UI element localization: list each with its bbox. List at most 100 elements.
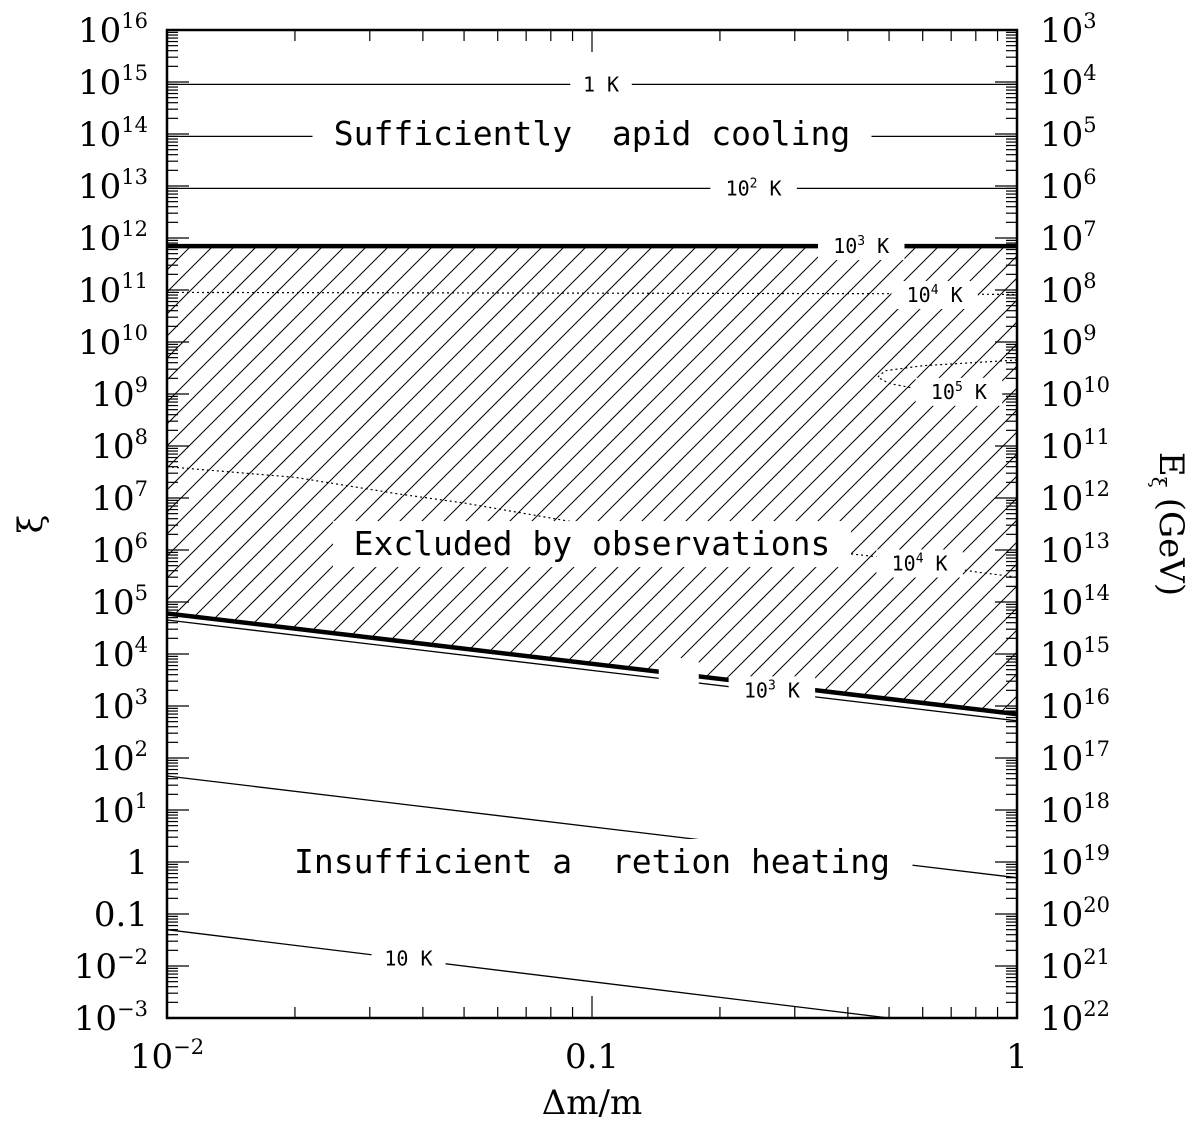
contour-label-6: 105 K	[931, 380, 987, 404]
y-tick-label: 1015	[78, 61, 148, 103]
y2-tick-label-exponent: 16	[1083, 685, 1110, 709]
contour-label-base: 10	[726, 176, 750, 200]
contour-label-unit: K	[776, 678, 800, 702]
contour-label-background-6	[915, 377, 1003, 406]
y-tick-label-exponent: 1	[135, 789, 148, 813]
y2-tick-label: 1017	[1040, 737, 1110, 779]
y-tick-label-base: 10	[91, 687, 134, 727]
x-tick-label: 1	[1006, 1037, 1028, 1077]
y-tick-label-base: 10	[78, 63, 121, 103]
contour-label-background-4	[817, 232, 905, 261]
y-tick-label-exponent: −3	[117, 997, 148, 1021]
y-tick-label-exponent: 15	[121, 61, 148, 85]
contour-line-8	[167, 611, 1017, 717]
hatch-line	[430, 246, 1017, 715]
y2-tick-label: 1016	[1040, 685, 1110, 727]
y2-tick-label: 106	[1040, 165, 1097, 207]
region-label-2: Excluded by observations	[354, 524, 831, 563]
x-tick-label-base: 1	[1006, 1037, 1028, 1077]
contour-label-unit: K	[758, 176, 782, 200]
y2-tick-label-base: 10	[1040, 635, 1083, 675]
contour-label-base: 10	[907, 283, 931, 307]
y-tick-label: 104	[91, 633, 148, 675]
y2-tick-label-base: 10	[1040, 479, 1083, 519]
contour-label-unit: K	[939, 283, 963, 307]
y-tick-label-exponent: 6	[135, 529, 148, 553]
hatch-line	[408, 246, 1017, 715]
contour-label-background-1	[570, 70, 632, 99]
hatch-line	[167, 246, 716, 715]
y2-tick-label-base: 10	[1040, 219, 1083, 259]
tick-labels: 1016101510141013101210111010109108107106…	[74, 9, 1110, 1077]
y2-tick-label-exponent: 20	[1083, 893, 1110, 917]
y2-tick-label: 1010	[1040, 373, 1110, 415]
y2-tick-label-exponent: 8	[1083, 269, 1096, 293]
x-axis-title: Δm/m	[542, 1083, 643, 1123]
x-tick-label: 10−2	[130, 1035, 204, 1077]
y2-tick-label: 1022	[1040, 997, 1110, 1039]
y2-tick-label-exponent: 13	[1083, 529, 1110, 553]
contour-label-unit: K	[924, 552, 948, 576]
y2-tick-label: 1015	[1040, 633, 1110, 675]
y2-axis-title-unit: (GeV)	[1151, 498, 1187, 596]
hatch-line	[167, 246, 738, 715]
contour-label-exponent: 4	[916, 552, 924, 567]
y2-tick-label: 104	[1040, 61, 1097, 103]
y-tick-label-base: 10	[78, 11, 121, 51]
y-tick-label-base: 10	[74, 999, 117, 1039]
contour-label-unit: K	[963, 380, 987, 404]
y2-axis-title-main: E	[1151, 452, 1187, 477]
hatch-line	[167, 246, 804, 715]
y2-tick-label-exponent: 9	[1083, 321, 1096, 345]
y-tick-label: 107	[91, 477, 148, 519]
y-tick-label: 0.1	[94, 895, 148, 935]
y-tick-label-exponent: 12	[121, 217, 148, 241]
contour-label-background-2	[572, 122, 612, 151]
y2-tick-label: 1014	[1040, 581, 1110, 623]
contour-label-exponent: 4	[931, 283, 939, 298]
y-tick-label: 102	[91, 737, 148, 779]
contour-label-9: 103 K	[744, 678, 800, 702]
contour-label-background-7	[876, 549, 963, 578]
contour-line-9	[167, 619, 1017, 722]
y2-tick-label: 1012	[1040, 477, 1110, 519]
contour-line-11	[167, 929, 895, 1018]
x-tick-label-base: 10	[130, 1037, 173, 1077]
y2-tick-label-base: 10	[1040, 115, 1083, 155]
y2-tick-label: 1011	[1040, 425, 1110, 467]
y2-tick-label-exponent: 17	[1083, 737, 1110, 761]
contour-label-background-11	[371, 944, 446, 973]
y-tick-label-exponent: 4	[135, 633, 148, 657]
y2-tick-label-base: 10	[1040, 427, 1083, 467]
y-tick-label-base: 1	[126, 843, 148, 883]
contour-label-base: 10	[744, 678, 768, 702]
contour-label-exponent: 2	[750, 176, 758, 191]
hatch-line	[474, 246, 1017, 715]
y-tick-label-exponent: 5	[135, 581, 148, 605]
y-tick-label: 1010	[78, 321, 148, 363]
y-tick-label-base: 10	[78, 323, 121, 363]
contour-label-background-3	[710, 174, 797, 203]
y-tick-label: 10−2	[74, 945, 148, 987]
y-tick-label-base: 10	[74, 947, 117, 987]
contour-label-background-9	[728, 676, 816, 705]
contour-label-base: 10 K	[384, 946, 432, 970]
y2-tick-label-base: 10	[1040, 531, 1083, 571]
y2-tick-label-exponent: 15	[1083, 633, 1110, 657]
y2-tick-label: 103	[1040, 9, 1097, 51]
y-tick-label: 10−3	[74, 997, 148, 1039]
y-tick-label: 1016	[78, 9, 148, 51]
contour-label-exponent: 5	[955, 380, 963, 395]
y-tick-label-base: 10	[78, 115, 121, 155]
y2-tick-label-base: 10	[1040, 687, 1083, 727]
y-tick-label: 1	[126, 843, 148, 883]
y2-tick-label-exponent: 14	[1083, 581, 1110, 605]
y2-tick-label-base: 10	[1040, 167, 1083, 207]
region-label-background-2	[333, 521, 851, 568]
y2-tick-label-base: 10	[1040, 63, 1083, 103]
y-tick-label-base: 10	[91, 791, 134, 831]
y-tick-label-base: 10	[91, 375, 134, 415]
y2-tick-label-base: 10	[1040, 895, 1083, 935]
